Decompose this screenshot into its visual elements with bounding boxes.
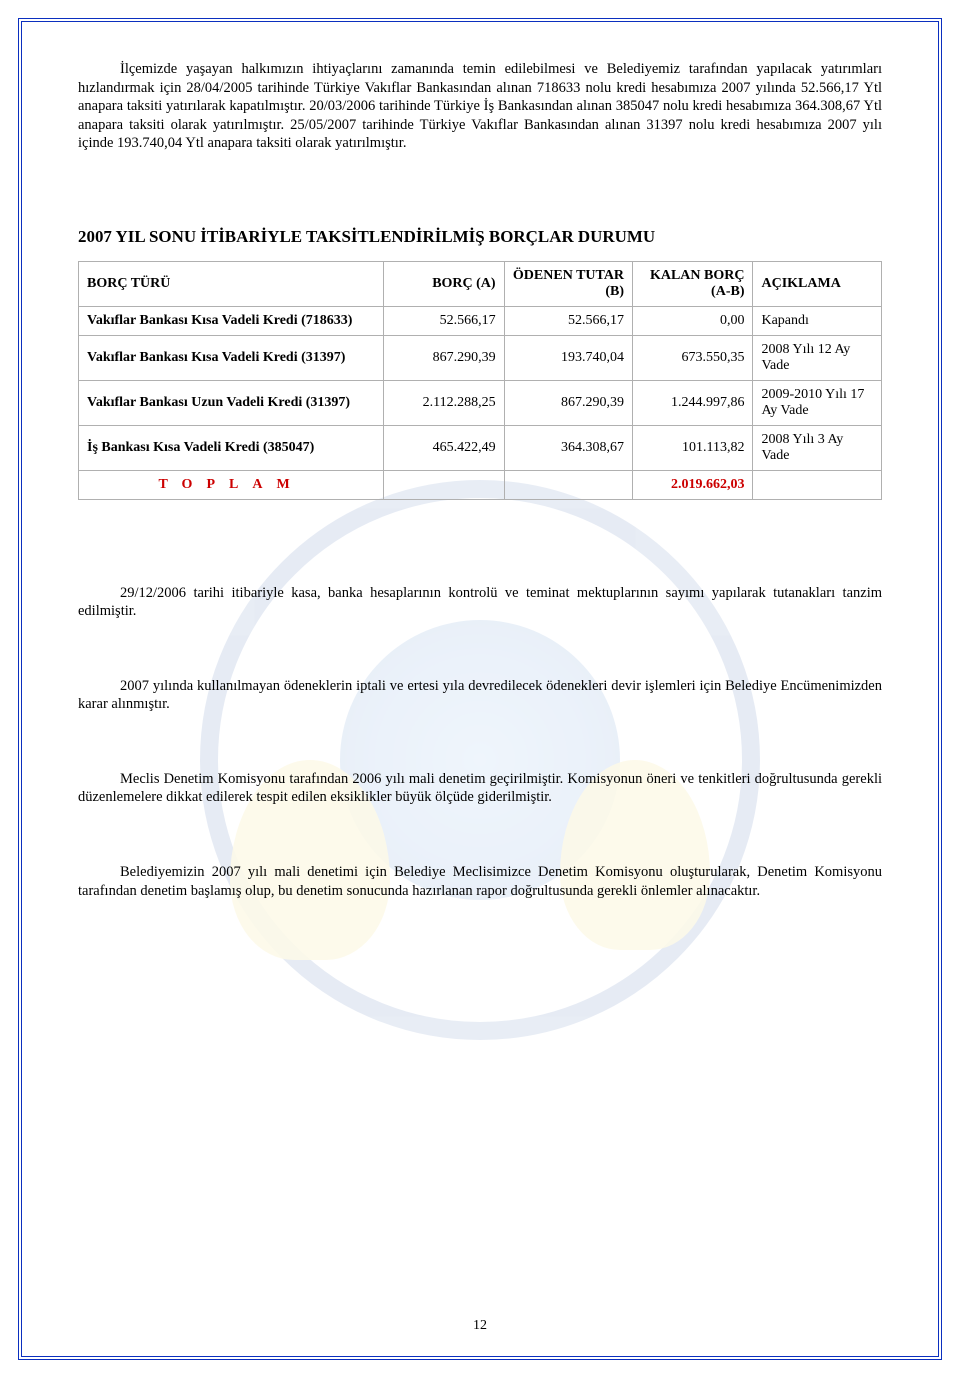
- total-value: 2.019.662,03: [633, 470, 753, 499]
- paragraph-4: Meclis Denetim Komisyonu tarafından 2006…: [78, 770, 882, 807]
- cell-odenen: 193.740,04: [504, 335, 632, 380]
- total-empty: [384, 470, 504, 499]
- cell-aciklama: 2008 Yılı 12 Ay Vade: [753, 335, 882, 380]
- page-number: 12: [0, 1318, 960, 1334]
- table-row: Vakıflar Bankası Uzun Vadeli Kredi (3139…: [79, 380, 882, 425]
- th-borc-turu: BORÇ TÜRÜ: [79, 261, 384, 306]
- cell-aciklama: 2008 Yılı 3 Ay Vade: [753, 425, 882, 470]
- table-row: İş Bankası Kısa Vadeli Kredi (385047) 46…: [79, 425, 882, 470]
- cell-label: İş Bankası Kısa Vadeli Kredi (385047): [79, 425, 384, 470]
- cell-borc: 867.290,39: [384, 335, 504, 380]
- cell-aciklama: 2009-2010 Yılı 17 Ay Vade: [753, 380, 882, 425]
- page-content: İlçemizde yaşayan halkımızın ihtiyaçları…: [78, 60, 882, 1338]
- cell-aciklama: Kapandı: [753, 306, 882, 335]
- cell-odenen: 867.290,39: [504, 380, 632, 425]
- cell-odenen: 364.308,67: [504, 425, 632, 470]
- th-odenen-tutar: ÖDENEN TUTAR (B): [504, 261, 632, 306]
- total-label: TOPLAM: [79, 470, 384, 499]
- table-row: Vakıflar Bankası Kısa Vadeli Kredi (7186…: [79, 306, 882, 335]
- total-empty: [753, 470, 882, 499]
- cell-label: Vakıflar Bankası Kısa Vadeli Kredi (7186…: [79, 306, 384, 335]
- paragraph-2: 29/12/2006 tarihi itibariyle kasa, banka…: [78, 584, 882, 621]
- debt-table: BORÇ TÜRÜ BORÇ (A) ÖDENEN TUTAR (B) KALA…: [78, 261, 882, 500]
- cell-kalan: 1.244.997,86: [633, 380, 753, 425]
- cell-borc: 2.112.288,25: [384, 380, 504, 425]
- paragraph-1: İlçemizde yaşayan halkımızın ihtiyaçları…: [78, 60, 882, 153]
- paragraph-3: 2007 yılında kullanılmayan ödeneklerin i…: [78, 677, 882, 714]
- paragraph-5: Belediyemizin 2007 yılı mali denetimi iç…: [78, 863, 882, 900]
- cell-kalan: 101.113,82: [633, 425, 753, 470]
- table-header-row: BORÇ TÜRÜ BORÇ (A) ÖDENEN TUTAR (B) KALA…: [79, 261, 882, 306]
- table-total-row: TOPLAM 2.019.662,03: [79, 470, 882, 499]
- cell-label: Vakıflar Bankası Uzun Vadeli Kredi (3139…: [79, 380, 384, 425]
- cell-kalan: 673.550,35: [633, 335, 753, 380]
- th-aciklama: AÇIKLAMA: [753, 261, 882, 306]
- cell-borc: 465.422,49: [384, 425, 504, 470]
- total-empty: [504, 470, 632, 499]
- section-title: 2007 YIL SONU İTİBARİYLE TAKSİTLENDİRİLM…: [78, 227, 882, 247]
- table-row: Vakıflar Bankası Kısa Vadeli Kredi (3139…: [79, 335, 882, 380]
- th-borc-a: BORÇ (A): [384, 261, 504, 306]
- cell-kalan: 0,00: [633, 306, 753, 335]
- cell-borc: 52.566,17: [384, 306, 504, 335]
- cell-odenen: 52.566,17: [504, 306, 632, 335]
- cell-label: Vakıflar Bankası Kısa Vadeli Kredi (3139…: [79, 335, 384, 380]
- th-kalan-borc: KALAN BORÇ (A-B): [633, 261, 753, 306]
